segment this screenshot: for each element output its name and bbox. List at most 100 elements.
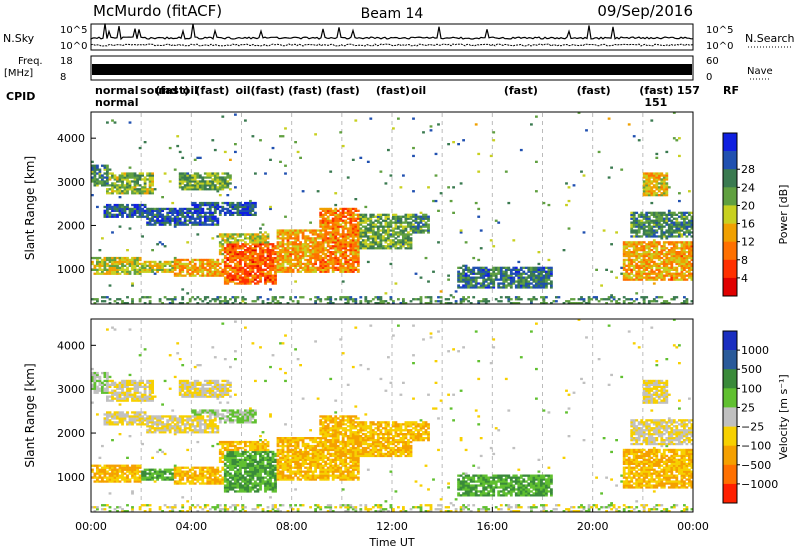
power-cell-14	[91, 160, 94, 163]
velocity-cell-1357	[234, 458, 237, 461]
power-cell-2326	[334, 247, 338, 250]
velocity-cell-2374	[336, 417, 340, 420]
power-cell-57	[98, 260, 102, 264]
velocity-cell-2050	[306, 454, 310, 458]
power-cell-1975	[296, 249, 300, 252]
velocity-cell-470	[141, 397, 144, 400]
velocity-cell-1066	[211, 468, 215, 471]
power-cell-1533	[249, 251, 252, 254]
power-cell-1111	[213, 180, 217, 183]
power-cell-2260	[329, 296, 333, 299]
velocity-cell-1235	[223, 383, 227, 386]
velocity-cell-1366	[234, 419, 237, 422]
velocity-cell-2125	[316, 462, 320, 465]
power-cell-1400	[236, 207, 240, 211]
velocity-cell-2175	[321, 464, 325, 467]
velocity-cell-1571	[251, 444, 255, 448]
velocity-cell-10	[91, 377, 94, 381]
power-cell-1012	[206, 262, 210, 266]
velocity-cell-1373	[234, 320, 237, 323]
velocity-cell-2189	[321, 433, 325, 436]
power-cell-1856	[281, 235, 285, 238]
velocity-cell-924	[196, 383, 200, 386]
velocity-cell-1152	[218, 470, 222, 473]
velocity-cell-1883	[286, 476, 290, 479]
power-cell-313	[126, 262, 129, 266]
velocity-cell-1821	[279, 472, 282, 475]
velocity-cell-1098	[213, 431, 217, 434]
velocity-cell-1048	[208, 413, 212, 416]
velocity-cell-60	[98, 389, 102, 392]
velocity-cell-1948	[294, 462, 297, 465]
power-cell-2277	[329, 227, 333, 230]
velocity-cell-1864	[284, 468, 287, 471]
velocity-cell-1139	[216, 389, 220, 392]
power-cell-1591	[254, 258, 257, 262]
velocity-cell-43	[96, 413, 99, 416]
power-cell-1554	[251, 274, 255, 277]
velocity-cell-1012	[206, 470, 210, 473]
velocity-cell-1508	[246, 450, 250, 454]
velocity-cell-826	[188, 506, 192, 509]
velocity-cell-1385	[236, 468, 240, 471]
velocity-cell-1553	[251, 484, 255, 487]
power-cell-1088	[213, 300, 217, 303]
power-cell-607	[158, 219, 162, 222]
velocity-cell-334	[128, 480, 132, 483]
velocity-cell-782	[183, 470, 187, 473]
power-cell-1211	[223, 270, 227, 273]
power-cell-1719	[266, 252, 270, 256]
velocity-cell-905	[196, 476, 200, 479]
power-cell-122	[106, 192, 109, 195]
power-cell-1969	[296, 260, 300, 264]
power-cell-1806	[276, 251, 280, 254]
velocity-cell-2060	[309, 474, 312, 477]
power-cell-196	[113, 215, 117, 218]
power-cell-19	[93, 266, 97, 269]
power-cell-2303	[331, 233, 335, 236]
velocity-cell-2177	[321, 458, 325, 461]
power-cell-1950	[294, 251, 297, 254]
velocity-cell-1738	[269, 474, 272, 477]
power-colorbar-swatch-0	[723, 133, 737, 152]
velocity-cell-1516	[246, 411, 250, 414]
velocity-cell-1923	[289, 437, 292, 440]
velocity-cell-1848	[281, 458, 285, 461]
velocity-cell-1907	[289, 474, 292, 477]
velocity-cell-173	[111, 417, 114, 420]
power-cell-1312	[231, 296, 235, 299]
velocity-cell-1520	[249, 486, 252, 489]
power-cell-29	[93, 170, 97, 173]
velocity-cell-1847	[281, 462, 285, 465]
power-cell-1526	[249, 264, 252, 267]
velocity-cell-760	[181, 472, 185, 475]
power-cell-1817	[279, 296, 282, 299]
power-cell-1769	[271, 249, 275, 252]
power-cell-87	[103, 268, 107, 271]
velocity-cell-272	[121, 417, 124, 420]
velocity-cell-645	[166, 476, 170, 479]
velocity-cell-1509	[246, 444, 250, 448]
velocity-cell-962	[201, 474, 205, 477]
power-cell-1903	[289, 298, 292, 301]
power-cell-425	[136, 184, 139, 187]
power-cell-2310	[331, 219, 335, 222]
velocity-cell-2422	[341, 440, 345, 444]
velocity-cell-2344	[334, 419, 338, 422]
power-cell-2038	[304, 235, 307, 238]
velocity-cell-2080	[311, 470, 315, 473]
velocity-cell-1142	[216, 383, 220, 386]
velocity-cell-651	[166, 423, 170, 426]
power-cell-364	[131, 262, 134, 266]
velocity-cell-1478	[244, 452, 247, 456]
velocity-cell-856	[191, 466, 195, 469]
velocity-cell-1354	[234, 464, 237, 467]
power-cell-2305	[331, 229, 335, 232]
velocity-cell-2231	[326, 476, 330, 479]
power-cell-939	[198, 219, 202, 222]
power-cell-688	[173, 296, 177, 299]
power-colorbar-swatch-5	[723, 223, 737, 242]
velocity-cell-1451	[241, 446, 245, 450]
power-cell-1488	[244, 205, 247, 209]
velocity-cell-21	[93, 464, 97, 467]
